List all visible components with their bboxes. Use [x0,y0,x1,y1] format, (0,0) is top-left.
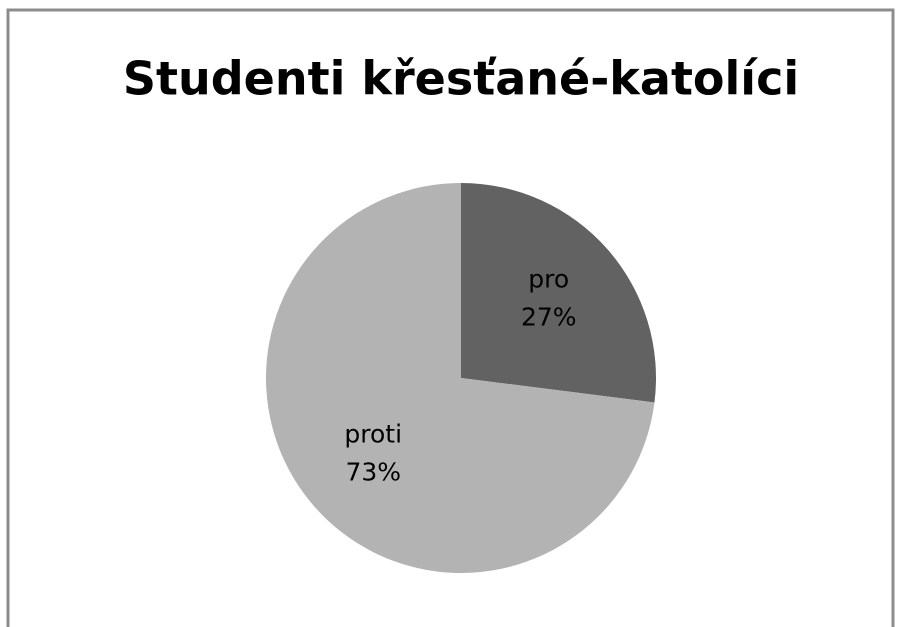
chart-frame [6,8,895,627]
slice-value-label: 27% [521,303,577,332]
pie-slice [461,183,656,403]
slice-category-label: pro [528,265,569,294]
slice-category-label: proti [344,419,402,448]
slice-value-label: 73% [345,457,401,486]
chart-title: Studenti křesťané-katolíci [123,52,799,106]
pie-slice [265,183,655,573]
